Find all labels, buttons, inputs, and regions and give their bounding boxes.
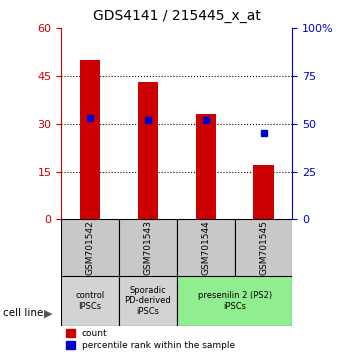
FancyBboxPatch shape (235, 219, 292, 276)
FancyBboxPatch shape (61, 276, 119, 326)
FancyBboxPatch shape (119, 219, 177, 276)
FancyBboxPatch shape (177, 219, 235, 276)
Bar (195, 114, 216, 219)
Text: GSM701543: GSM701543 (143, 220, 152, 275)
Text: cell line: cell line (3, 308, 44, 318)
Text: control
IPSCs: control IPSCs (75, 291, 105, 310)
Text: ▶: ▶ (44, 308, 53, 318)
Bar (80, 60, 100, 219)
Bar (253, 165, 274, 219)
Text: Sporadic
PD-derived
iPSCs: Sporadic PD-derived iPSCs (124, 286, 171, 316)
FancyBboxPatch shape (61, 219, 119, 276)
Legend: count, percentile rank within the sample: count, percentile rank within the sample (66, 329, 235, 350)
Text: presenilin 2 (PS2)
iPSCs: presenilin 2 (PS2) iPSCs (198, 291, 272, 310)
Text: GSM701545: GSM701545 (259, 220, 268, 275)
Text: GSM701542: GSM701542 (86, 221, 95, 275)
Text: GSM701544: GSM701544 (201, 221, 210, 275)
Bar (138, 82, 158, 219)
FancyBboxPatch shape (177, 276, 292, 326)
Title: GDS4141 / 215445_x_at: GDS4141 / 215445_x_at (93, 9, 261, 23)
FancyBboxPatch shape (119, 276, 177, 326)
